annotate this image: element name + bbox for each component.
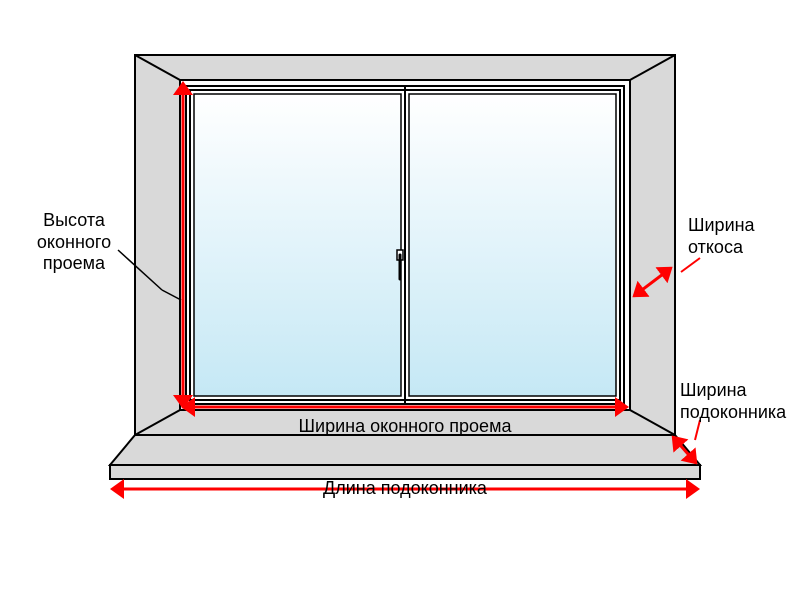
- label-reveal-width: Ширинаоткоса: [688, 215, 788, 258]
- label-height: Высотаоконногопроема: [24, 210, 124, 275]
- window-diagram: [0, 0, 800, 600]
- label-sill-length: Длина подоконника: [230, 478, 580, 500]
- label-sill-width: Ширинаподоконника: [680, 380, 800, 423]
- label-width: Ширина оконного проема: [230, 416, 580, 438]
